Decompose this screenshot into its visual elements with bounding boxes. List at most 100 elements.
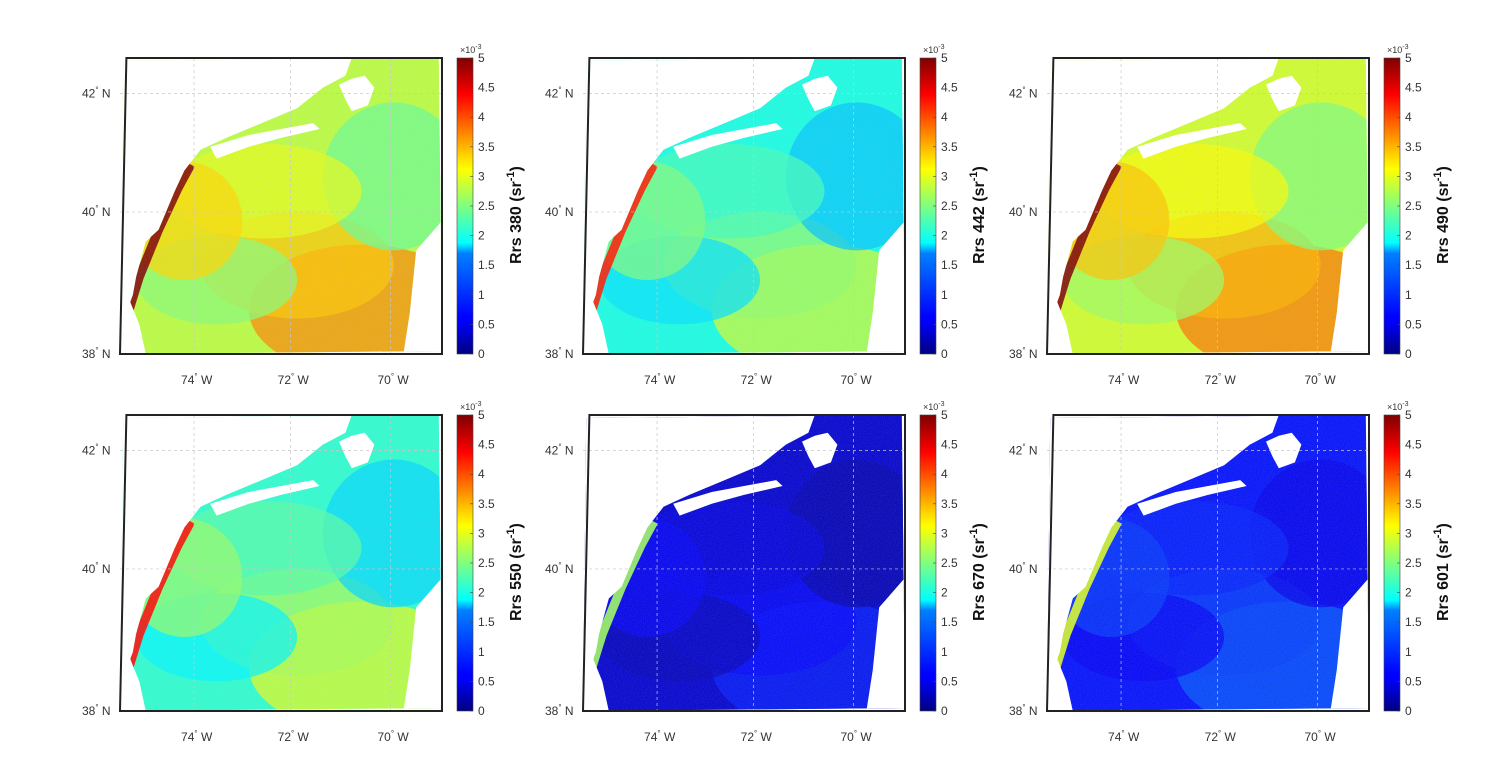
colorbar-tick-label: 3 (478, 526, 485, 540)
lat-tick-label: 40° N (1009, 561, 1038, 576)
colorbar-tick-label: 1 (941, 288, 948, 302)
colorbar-gradient (457, 415, 473, 711)
colorbar-tick-label: 5 (941, 408, 948, 422)
colorbar-tick-label: 4 (941, 110, 948, 124)
colorbar-tick-label: 3.5 (1405, 140, 1422, 154)
colorbar-tick-label: 0 (478, 704, 485, 718)
colorbar-tick-label: 2.5 (941, 199, 958, 213)
graticule (120, 58, 442, 354)
colorbar-tick-label: 2 (941, 586, 948, 600)
lon-tick-label: 70° W (840, 729, 872, 744)
colorbar-tick-label: 3.5 (478, 497, 495, 511)
colorbar-tick-label: 3 (941, 526, 948, 540)
colorbar-tick-label: 2 (478, 586, 485, 600)
colorbar-tick-label: 2 (478, 229, 485, 243)
lat-tick-label: 38° N (1009, 703, 1038, 718)
colorbar-tick-label: 3.5 (941, 140, 958, 154)
colorbar-tick-label: 4.5 (941, 438, 958, 452)
colorbar-tick-label: 0.5 (1405, 674, 1422, 688)
colorbar-tick-label: 4.5 (478, 81, 495, 95)
colorbar-tick-label: 4 (1405, 467, 1412, 481)
colorbar-tick-label: 0.5 (941, 317, 958, 331)
colorbar-tick-label: 4 (941, 467, 948, 481)
colorbar-tick-label: 5 (478, 51, 485, 65)
colorbar-gradient (1384, 58, 1400, 354)
lat-tick-label: 42° N (82, 86, 111, 101)
colorbar-tick-label: 3 (1405, 526, 1412, 540)
colorbar-exponent: ×10-3 (1387, 401, 1409, 412)
colorbar-tick-label: 2 (1405, 586, 1412, 600)
lat-tick-label: 38° N (1009, 346, 1038, 361)
colorbar-exponent: ×10-3 (923, 401, 945, 412)
colorbar-tick-label: 3.5 (1405, 497, 1422, 511)
colorbar-tick-label: 3.5 (941, 497, 958, 511)
colorbar-tick-label: 0 (1405, 347, 1412, 361)
colorbar-exponent: ×10-3 (460, 401, 482, 412)
map-frame (118, 57, 443, 355)
lat-tick-label: 40° N (1009, 204, 1038, 219)
colorbar-label: Rrs 670 (sr-1) (968, 523, 988, 621)
panel-rrs490: 42° N 40° N 38° N 74° W 72° W 70° W 0 0.5 1 1.5 2 2… (1009, 44, 1452, 387)
lat-tick-label: 38° N (82, 703, 111, 718)
lat-tick-label: 38° N (545, 346, 574, 361)
colorbar-gradient (457, 58, 473, 354)
lon-tick-label: 74° W (1108, 372, 1140, 387)
reflectance-field (120, 58, 442, 354)
colorbar-tick-label: 0 (1405, 704, 1412, 718)
lat-tick-label: 40° N (545, 204, 574, 219)
lat-tick-label: 38° N (82, 346, 111, 361)
colorbar-tick-label: 3.5 (478, 140, 495, 154)
panel-rrs442: 42° N 40° N 38° N 74° W 72° W 70° W 0 0.5 1 1.5 2 2… (545, 44, 988, 387)
colorbar-gradient (1384, 415, 1400, 711)
lon-tick-label: 74° W (181, 729, 213, 744)
lon-tick-label: 70° W (1304, 729, 1336, 744)
lat-tick-label: 42° N (545, 86, 574, 101)
colorbar-tick-label: 2 (941, 229, 948, 243)
lon-tick-label: 72° W (1205, 372, 1237, 387)
colorbar-tick-label: 1.5 (941, 615, 958, 629)
lat-tick-label: 38° N (545, 703, 574, 718)
map-frame (1045, 57, 1370, 355)
colorbar-tick-label: 4.5 (478, 438, 495, 452)
colorbar-exponent: ×10-3 (460, 44, 482, 55)
colorbar-tick-label: 1.5 (478, 615, 495, 629)
lat-tick-label: 42° N (1009, 443, 1038, 458)
colorbar: 0 0.5 1 1.5 2 2.5 3 3.5 4 4.5 5×10-3 Rrs 601 (sr-1) (1383, 401, 1452, 718)
colorbar-tick-label: 2.5 (1405, 556, 1422, 570)
colorbar-tick-label: 5 (1405, 408, 1412, 422)
colorbar-tick-label: 0 (941, 704, 948, 718)
lon-tick-label: 74° W (644, 372, 676, 387)
colorbar-tick-label: 1.5 (478, 258, 495, 272)
colorbar-tick-label: 1 (941, 645, 948, 659)
reflectance-field (583, 58, 905, 354)
colorbar-tick-label: 2.5 (478, 199, 495, 213)
colorbar-tick-label: 2.5 (941, 556, 958, 570)
colorbar-tick-label: 5 (478, 408, 485, 422)
lon-tick-label: 70° W (377, 729, 409, 744)
lat-tick-label: 40° N (82, 204, 111, 219)
colorbar: 0 0.5 1 1.5 2 2.5 3 3.5 4 4.5 5×10-3 Rrs 380 (sr-1) (456, 44, 525, 361)
colorbar-tick-label: 4.5 (941, 81, 958, 95)
colorbar-tick-label: 1.5 (941, 258, 958, 272)
reflectance-field (1047, 415, 1369, 711)
colorbar-tick-label: 5 (1405, 51, 1412, 65)
colorbar-gradient (920, 415, 936, 711)
colorbar-tick-label: 0.5 (941, 674, 958, 688)
graticule (583, 415, 905, 711)
colorbar-tick-label: 3 (478, 169, 485, 183)
reflectance-field (583, 415, 905, 711)
colorbar: 0 0.5 1 1.5 2 2.5 3 3.5 4 4.5 5×10-3 Rrs 670 (sr-1) (919, 401, 988, 718)
colorbar-tick-label: 1 (478, 645, 485, 659)
map-frame (581, 57, 906, 355)
lon-tick-label: 70° W (377, 372, 409, 387)
colorbar-tick-label: 2.5 (478, 556, 495, 570)
colorbar-tick-label: 2 (1405, 229, 1412, 243)
lat-tick-label: 42° N (1009, 86, 1038, 101)
colorbar-tick-label: 3 (1405, 169, 1412, 183)
colorbar-tick-label: 1 (1405, 288, 1412, 302)
graticule (1047, 415, 1369, 711)
colorbar: 0 0.5 1 1.5 2 2.5 3 3.5 4 4.5 5×10-3 Rrs 550 (sr-1) (456, 401, 525, 718)
graticule (1047, 58, 1369, 354)
colorbar-tick-label: 1 (1405, 645, 1412, 659)
colorbar-tick-label: 4.5 (1405, 81, 1422, 95)
